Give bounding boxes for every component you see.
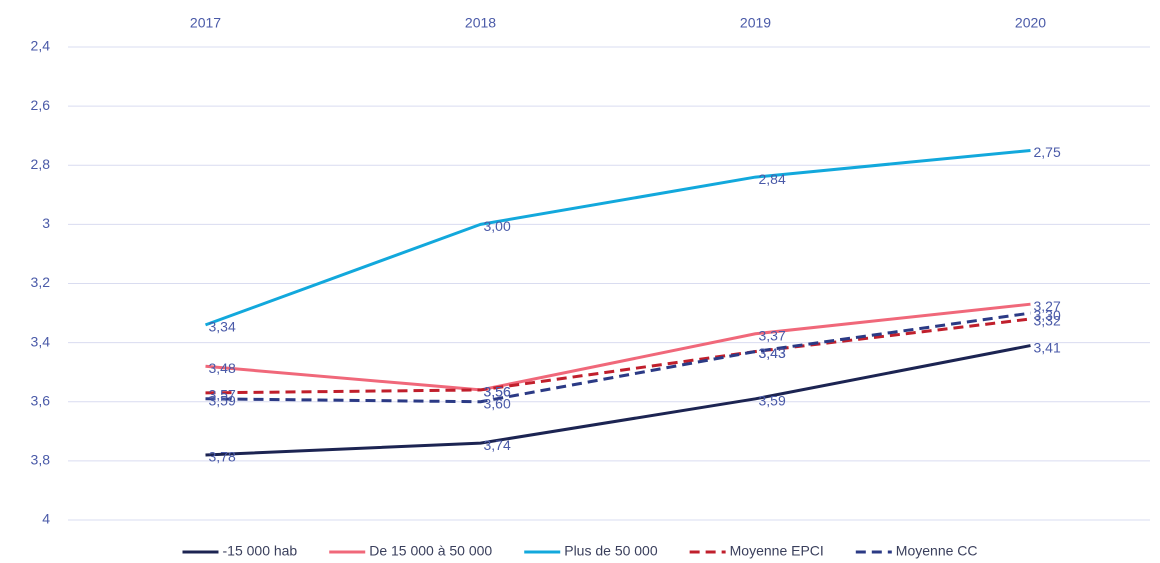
data-label: 3,43 (759, 345, 786, 361)
data-label: 3,59 (759, 392, 786, 408)
y-tick-label: 3,8 (31, 452, 51, 468)
data-label: 3,74 (484, 437, 511, 453)
series-line (204, 148, 1031, 327)
data-label: 2,75 (1034, 144, 1061, 160)
x-tick-label: 2017 (190, 15, 221, 31)
data-label: 3,27 (1034, 298, 1061, 314)
y-tick-label: 2,6 (31, 97, 51, 113)
legend-label: De 15 000 à 50 000 (369, 543, 492, 559)
data-label: 3,48 (209, 360, 236, 376)
data-label: 3,56 (484, 384, 511, 400)
y-tick-label: 3,4 (31, 333, 51, 349)
series-line (205, 302, 1031, 392)
x-tick-label: 2018 (465, 15, 496, 31)
legend-item: Moyenne CC (855, 543, 978, 559)
data-label: 3,37 (759, 327, 786, 343)
legend-label: Moyenne CC (896, 543, 978, 559)
data-label: 3,43 (759, 345, 786, 361)
data-label: 3,32 (1034, 313, 1061, 329)
data-label: 2,84 (759, 171, 786, 187)
y-tick-label: 3 (42, 215, 50, 231)
legend-item: De 15 000 à 50 000 (329, 543, 492, 559)
data-label: 3,78 (209, 449, 236, 465)
legend-label: -15 000 hab (222, 543, 297, 559)
data-label: 3,56 (484, 384, 511, 400)
legend-item: Moyenne EPCI (689, 543, 824, 559)
y-tick-label: 4 (42, 511, 50, 527)
y-tick-label: 2,8 (31, 156, 51, 172)
legend-label: Plus de 50 000 (564, 543, 658, 559)
y-tick-label: 3,2 (31, 274, 51, 290)
y-tick-label: 3,6 (31, 392, 51, 408)
data-label: 3,59 (209, 392, 236, 408)
series-line (205, 317, 1031, 395)
data-label: 3,41 (1034, 339, 1061, 355)
x-tick-label: 2019 (740, 15, 771, 31)
x-tick-label: 2020 (1015, 15, 1046, 31)
legend-item: Plus de 50 000 (524, 543, 658, 559)
data-label: 3,30 (1034, 307, 1061, 323)
legend-label: Moyenne EPCI (730, 543, 824, 559)
series-line (205, 344, 1031, 457)
data-label: 3,60 (484, 395, 511, 411)
data-label: 3,57 (209, 387, 236, 403)
data-label: 3,34 (209, 319, 236, 335)
legend-item: -15 000 hab (182, 543, 297, 559)
data-label: 3,00 (484, 218, 511, 234)
y-tick-label: 2,4 (31, 38, 51, 54)
series-line (205, 311, 1031, 404)
